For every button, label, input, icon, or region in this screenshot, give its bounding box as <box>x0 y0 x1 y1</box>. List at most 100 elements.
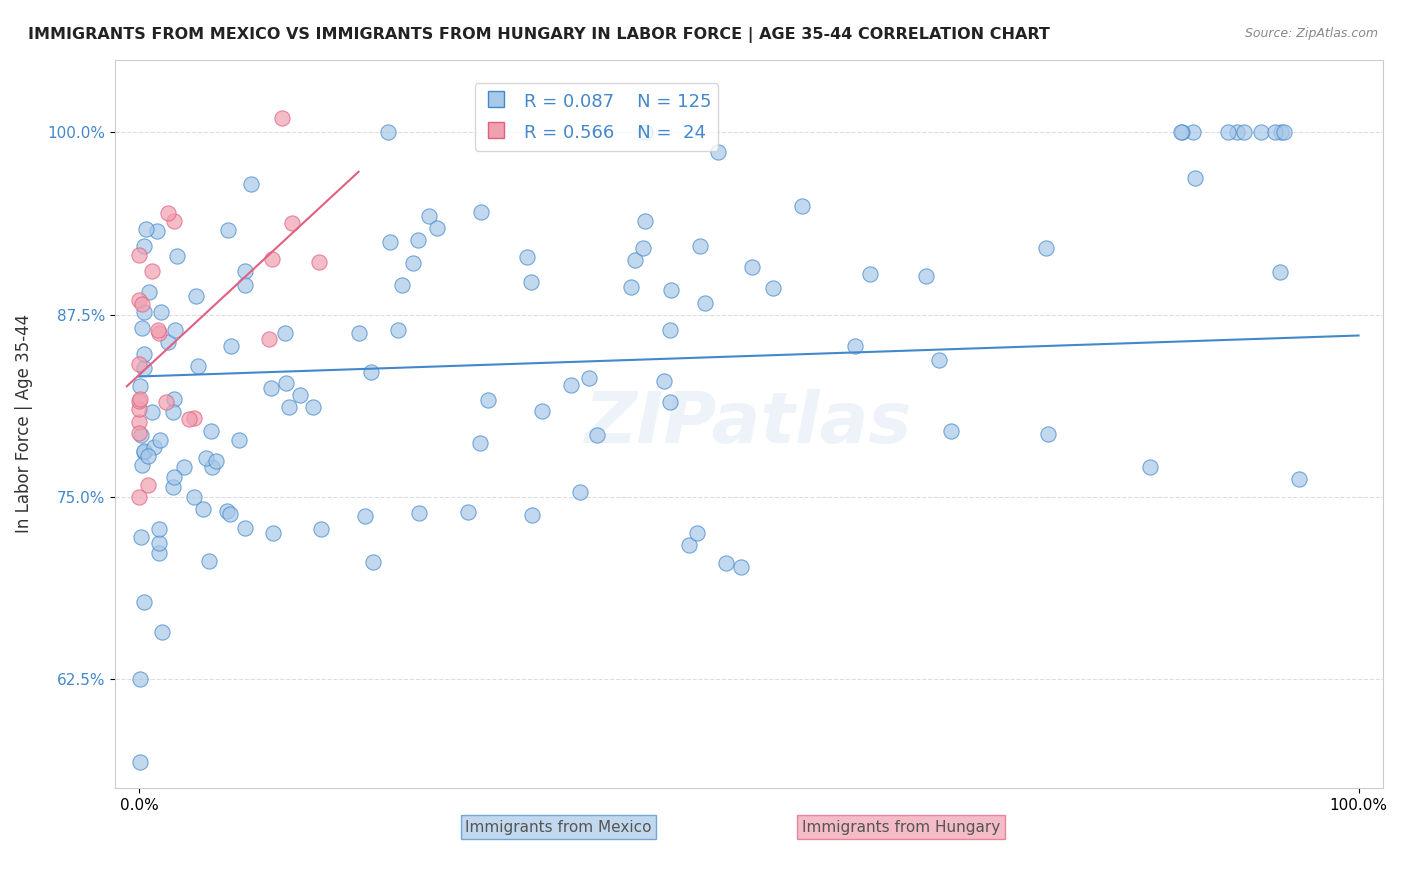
Point <box>221 339 243 353</box>
Point <box>706 145 728 160</box>
Point <box>560 377 582 392</box>
Point <box>928 353 950 368</box>
Point <box>163 392 186 406</box>
Point <box>149 433 172 447</box>
Point <box>187 359 209 373</box>
Point <box>148 522 170 536</box>
Point <box>240 177 263 191</box>
Point <box>470 205 492 219</box>
Point <box>128 425 150 440</box>
Point <box>128 378 150 392</box>
Point <box>308 254 330 268</box>
Point <box>633 214 655 228</box>
Point <box>146 224 169 238</box>
Point <box>200 459 222 474</box>
Text: Immigrants from Hungary: Immigrants from Hungary <box>801 820 1000 835</box>
Point <box>730 560 752 574</box>
Point <box>129 755 152 769</box>
Point <box>915 268 938 283</box>
Point <box>1226 125 1249 139</box>
Point <box>1272 125 1295 139</box>
Text: Source: ZipAtlas.com: Source: ZipAtlas.com <box>1244 27 1378 40</box>
Point <box>281 216 304 230</box>
Point <box>165 324 187 338</box>
Point <box>134 239 156 253</box>
Point <box>183 491 205 505</box>
Point <box>141 264 163 278</box>
Point <box>1181 125 1204 139</box>
Point <box>689 239 711 253</box>
Point <box>1139 460 1161 475</box>
Point <box>1035 241 1057 255</box>
Point <box>163 213 186 227</box>
Point <box>135 222 157 236</box>
Point <box>173 459 195 474</box>
Point <box>131 321 153 335</box>
Point <box>148 326 170 340</box>
Point <box>387 323 409 337</box>
Point <box>138 285 160 300</box>
Point <box>1233 125 1256 139</box>
Point <box>148 546 170 560</box>
Point <box>131 297 153 311</box>
Point <box>408 506 430 520</box>
Point <box>257 332 280 346</box>
Point <box>132 305 155 319</box>
Point <box>259 381 281 395</box>
Point <box>278 400 301 414</box>
Point <box>142 440 165 454</box>
Point <box>271 111 294 125</box>
Point <box>716 556 738 570</box>
Point <box>136 478 159 492</box>
Point <box>1270 125 1292 139</box>
Point <box>148 536 170 550</box>
Point <box>939 424 962 438</box>
Point <box>520 275 543 289</box>
Point <box>516 250 538 264</box>
Point <box>128 357 150 371</box>
Point <box>166 249 188 263</box>
Point <box>686 526 709 541</box>
Legend: R = 0.087    N = 125, R = 0.566    N =  24: R = 0.087 N = 125, R = 0.566 N = 24 <box>475 83 718 151</box>
Point <box>406 233 429 247</box>
Point <box>695 296 717 310</box>
Point <box>652 374 675 388</box>
Point <box>184 289 207 303</box>
Point <box>1288 472 1310 486</box>
Point <box>418 209 440 223</box>
Point <box>302 400 325 414</box>
Point <box>132 444 155 458</box>
Point <box>128 490 150 504</box>
Point <box>128 393 150 408</box>
Point <box>262 526 284 541</box>
Point <box>274 376 297 391</box>
Point <box>378 235 401 249</box>
Point <box>309 523 332 537</box>
Point <box>179 411 201 425</box>
Point <box>134 361 156 376</box>
Point <box>1250 125 1272 139</box>
Point <box>790 198 813 212</box>
Point <box>163 469 186 483</box>
Point <box>659 323 682 337</box>
Point <box>586 427 609 442</box>
Point <box>136 449 159 463</box>
Point <box>531 404 554 418</box>
Text: IMMIGRANTS FROM MEXICO VS IMMIGRANTS FROM HUNGARY IN LABOR FORCE | AGE 35-44 COR: IMMIGRANTS FROM MEXICO VS IMMIGRANTS FRO… <box>28 27 1050 43</box>
Point <box>1268 265 1291 279</box>
Point <box>1216 125 1239 139</box>
Point <box>741 260 763 275</box>
Point <box>131 458 153 473</box>
Point <box>1170 125 1192 139</box>
Point <box>150 625 173 640</box>
Text: ZIPatlas: ZIPatlas <box>585 390 912 458</box>
Point <box>520 508 543 522</box>
Point <box>1264 125 1286 139</box>
Point <box>631 241 654 255</box>
Point <box>215 504 238 518</box>
Point <box>155 395 177 409</box>
Point <box>477 393 499 408</box>
Point <box>634 125 657 139</box>
Point <box>290 388 312 402</box>
Point <box>200 424 222 438</box>
